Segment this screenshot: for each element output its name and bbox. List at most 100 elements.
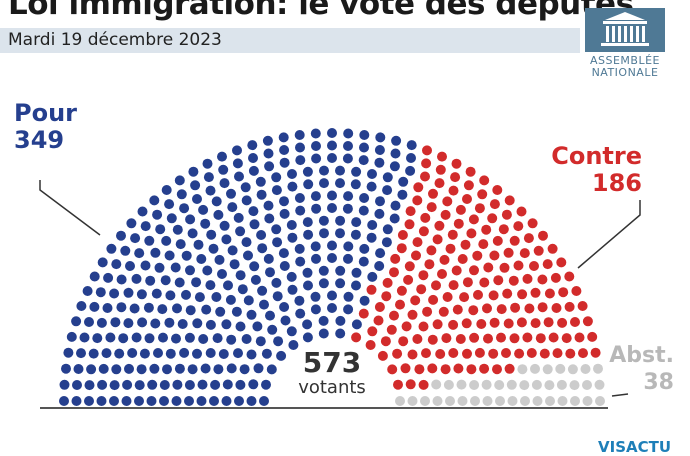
seat-pour <box>227 202 238 213</box>
seat-pour <box>86 364 97 375</box>
seat-abst <box>456 379 467 390</box>
seat-pour <box>211 292 222 302</box>
seat-contre <box>421 158 432 169</box>
seat-pour <box>159 380 170 390</box>
seat-pour <box>250 274 261 285</box>
seat-contre <box>508 275 519 286</box>
seat-pour <box>209 396 219 406</box>
seat-contre <box>424 259 435 270</box>
seat-pour <box>226 188 236 199</box>
seat-pour <box>76 301 87 311</box>
seat-contre <box>448 319 459 330</box>
seat-pour <box>176 189 187 200</box>
seat-contre <box>558 287 569 298</box>
seat-contre <box>529 261 539 271</box>
seat-pour <box>103 272 114 283</box>
seat-contre <box>452 304 463 315</box>
seat-pour <box>164 199 175 210</box>
seat-pour <box>351 166 362 177</box>
seat-pour <box>374 261 385 271</box>
seat-pour <box>271 224 282 235</box>
seat-pour <box>185 265 195 276</box>
seat-pour <box>327 303 337 313</box>
seat-abst <box>593 363 603 374</box>
seat-pour <box>175 239 186 250</box>
seat-pour <box>382 185 393 196</box>
seat-pour <box>120 245 131 256</box>
seat-pour <box>374 208 385 219</box>
seat-pour <box>343 253 353 264</box>
seat-pour <box>318 315 329 326</box>
seat-pour <box>200 218 211 229</box>
seat-pour <box>366 232 377 243</box>
seat-pour <box>84 317 94 327</box>
seat-pour <box>286 326 297 337</box>
seat-contre <box>498 224 509 235</box>
seat-contre <box>519 248 530 259</box>
seat-contre <box>432 234 443 245</box>
seat-pour <box>359 295 370 306</box>
seat-pour <box>257 243 268 254</box>
seat-contre <box>578 348 588 359</box>
seat-contre <box>448 185 459 196</box>
seat-contre <box>396 243 407 254</box>
seat-contre <box>570 317 580 327</box>
seat-contre <box>493 275 504 286</box>
seat-pour <box>84 380 95 391</box>
seat-pour <box>351 267 362 278</box>
seat-pour <box>249 261 260 272</box>
seat-pour <box>261 379 271 390</box>
seat-pour <box>226 363 237 374</box>
seat-pour <box>206 229 217 240</box>
seat-contre <box>561 333 572 344</box>
seat-pour <box>237 284 248 295</box>
seat-pour <box>185 305 196 316</box>
seat-pour <box>374 157 385 168</box>
seat-pour <box>210 379 221 390</box>
seat-contre <box>533 245 544 256</box>
seat-pour <box>196 254 207 264</box>
seat-pour <box>165 348 176 359</box>
seat-pour <box>351 280 361 291</box>
seat-pour <box>213 364 224 375</box>
seat-contre <box>403 274 414 285</box>
seat-contre <box>481 224 492 235</box>
seat-contre <box>401 321 412 332</box>
seat-contre <box>461 318 472 329</box>
seat-pour <box>125 261 135 271</box>
seat-pour <box>248 153 258 163</box>
seat-contre <box>460 239 471 250</box>
seat-pour <box>134 248 145 259</box>
seat-pour <box>248 206 259 217</box>
seat-pour <box>343 191 354 202</box>
seat-contre <box>522 332 533 343</box>
seat-pour <box>111 259 122 270</box>
seat-contre <box>530 287 541 298</box>
seat-contre <box>499 262 510 273</box>
seat-pour <box>184 380 195 390</box>
contre-leader-line <box>577 200 641 269</box>
seat-contre <box>422 306 433 317</box>
seat-pour <box>126 218 137 229</box>
seat-pour <box>194 292 205 303</box>
seat-contre <box>492 235 503 246</box>
seat-pour <box>259 396 269 406</box>
seat-pour <box>187 228 198 239</box>
seat-pour <box>145 275 156 286</box>
seat-pour <box>246 309 257 320</box>
seat-pour <box>263 253 274 264</box>
seat-pour <box>280 315 291 326</box>
seat-pour <box>219 178 230 189</box>
seat-pour <box>215 306 226 317</box>
seat-pour <box>267 324 278 335</box>
visactu-brand: VISACTU <box>598 438 672 456</box>
seat-pour <box>111 364 122 375</box>
seat-pour <box>279 196 289 207</box>
seat-contre <box>390 253 401 264</box>
seat-contre <box>440 209 451 220</box>
seat-pour <box>279 145 290 155</box>
total-voters: 573 votants <box>298 346 366 398</box>
seat-contre <box>365 340 376 350</box>
seat-pour <box>137 206 148 217</box>
seat-contre <box>437 151 447 162</box>
